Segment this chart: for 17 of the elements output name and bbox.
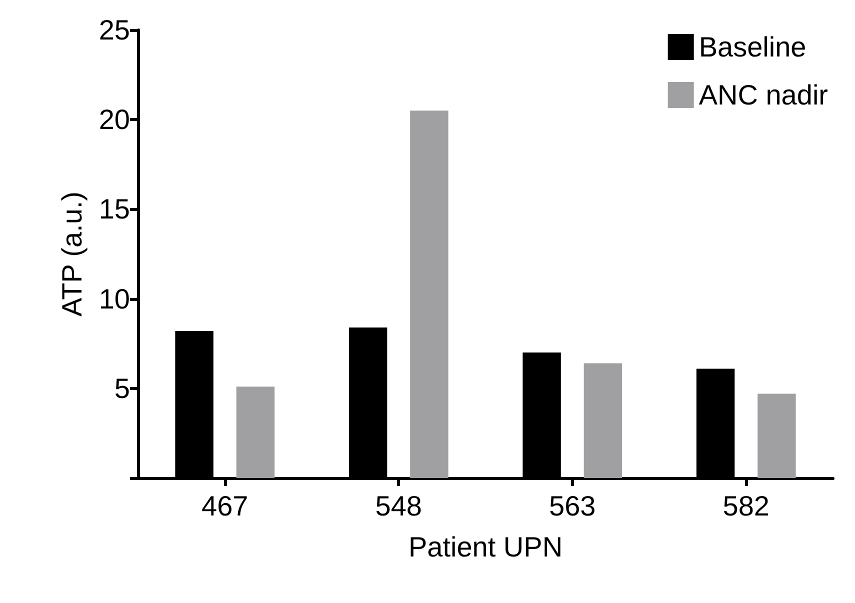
y-tick-label: 15	[98, 194, 130, 225]
y-tick-label: 10	[98, 283, 130, 314]
x-tick-label: 467	[202, 490, 248, 522]
bar	[584, 363, 622, 478]
bar	[758, 394, 796, 478]
y-tick-label: 20	[98, 104, 130, 136]
x-tick-label: 563	[549, 490, 596, 522]
x-tick-label: 548	[375, 490, 422, 522]
bar	[410, 110, 448, 478]
x-tick-label: 582	[722, 490, 770, 522]
legend-label: ANC nadir	[698, 80, 828, 110]
y-axis-title: ATP (a.u.)	[56, 191, 88, 317]
y-tick-label: 5	[114, 372, 130, 404]
legend-label: Baseline	[698, 32, 806, 62]
x-axis-title: Patient UPN	[408, 532, 563, 562]
y-tick-label: 25	[98, 14, 130, 46]
bar	[236, 386, 275, 478]
